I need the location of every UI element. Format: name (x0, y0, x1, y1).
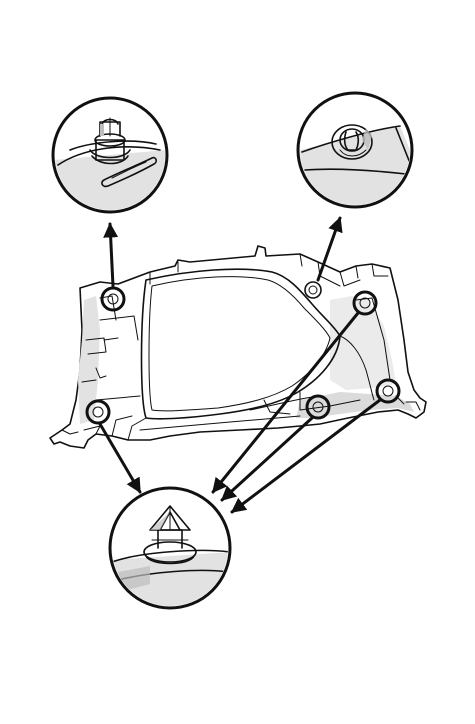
arrow-clip-3-to-detail-c (98, 422, 142, 494)
trim-panel (49, 245, 427, 449)
arrow-clip-6-to-detail-c (230, 398, 382, 514)
detail-view-c (108, 486, 232, 610)
clip-location-4 (352, 290, 378, 316)
clip-location-3 (85, 399, 111, 425)
clip-location-2 (304, 281, 322, 299)
leader-arrows (98, 216, 382, 514)
clip-location-1 (100, 286, 126, 312)
clip-location-5 (305, 394, 331, 420)
arrow-clip-1-to-detail-a (103, 222, 119, 288)
detail-view-a (51, 96, 169, 214)
detail-view-b (296, 91, 414, 209)
arrow-clip-2-to-detail-b (316, 216, 343, 282)
arrow-clip-5-to-detail-c (220, 416, 314, 502)
arrow-clip-4-to-detail-c (211, 311, 360, 494)
clip-locations (85, 281, 401, 425)
clip-location-6 (375, 378, 401, 404)
